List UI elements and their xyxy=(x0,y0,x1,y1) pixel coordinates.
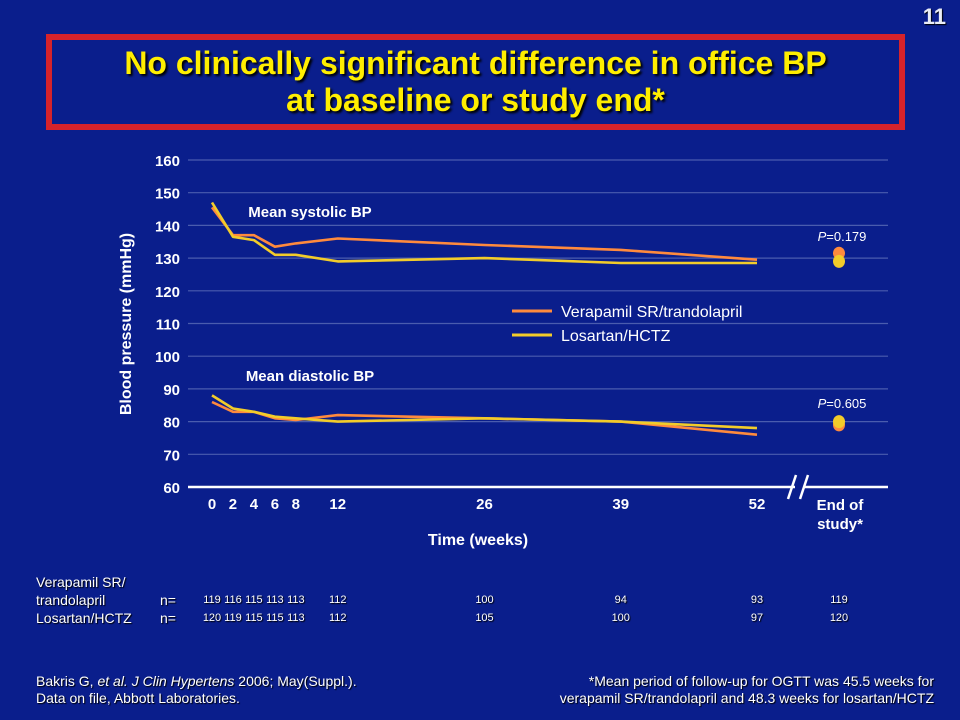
row1-n-label: n= xyxy=(160,592,176,608)
losartan-n-2: 115 xyxy=(245,612,263,624)
losartan-n-0: 120 xyxy=(202,612,222,624)
p-value-diastolic: P=0.605 xyxy=(818,396,867,411)
x-tick-26: 26 xyxy=(476,496,493,513)
citation-line-2: Data on file, Abbott Laboratories. xyxy=(36,690,240,706)
y-tick-130: 130 xyxy=(155,251,180,268)
losartan-n-4: 113 xyxy=(287,612,305,624)
y-tick-90: 90 xyxy=(163,382,180,399)
footnote-line-2: verapamil SR/trandolapril and 48.3 weeks… xyxy=(559,690,934,706)
y-tick-150: 150 xyxy=(155,186,180,203)
y-tick-140: 140 xyxy=(155,218,180,235)
verapamil-n-2: 115 xyxy=(245,594,263,606)
end-point-losartan-diastolic xyxy=(833,415,845,429)
citation-date: 2006; May(Suppl.). xyxy=(234,673,357,689)
x-tick-39: 39 xyxy=(612,496,629,513)
row2-label: Losartan/HCTZ xyxy=(36,610,132,626)
x-tick-12: 12 xyxy=(329,496,346,513)
verapamil-n-6: 100 xyxy=(475,594,494,606)
end-of-study-label-line1: End of xyxy=(817,497,865,514)
title-box: No clinically significant difference in … xyxy=(46,34,905,130)
y-tick-110: 110 xyxy=(156,317,180,334)
title-line-2: at baseline or study end* xyxy=(286,82,665,118)
y-tick-labels: 60 70 80 90 100 110 120 130 140 150 160 xyxy=(155,153,180,497)
n-table: Verapamil SR/ trandolapril n= Losartan/H… xyxy=(36,574,936,634)
legend-label-losartan: Losartan/HCTZ xyxy=(561,328,671,345)
losartan-n-6: 105 xyxy=(475,612,494,624)
y-tick-80: 80 xyxy=(163,415,180,432)
y-tick-60: 60 xyxy=(163,480,180,497)
row2-n-label: n= xyxy=(160,610,176,626)
x-tick-8: 8 xyxy=(292,496,300,513)
losartan-n-7: 100 xyxy=(611,612,630,624)
verapamil-n-4: 113 xyxy=(287,594,305,606)
y-tick-160: 160 xyxy=(155,153,180,170)
citation-line-1: Bakris G, et al. J Clin Hypertens 2006; … xyxy=(36,673,357,690)
losartan-n-3: 115 xyxy=(266,612,284,624)
diastolic-label: Mean diastolic BP xyxy=(246,368,374,385)
row1-label-line1: Verapamil SR/ xyxy=(36,574,126,590)
x-tick-2: 2 xyxy=(229,496,237,513)
citation: Bakris G, et al. J Clin Hypertens 2006; … xyxy=(36,673,357,707)
verapamil-n-3: 113 xyxy=(266,594,284,606)
verapamil-n-5: 112 xyxy=(328,594,347,606)
x-tick-4: 4 xyxy=(250,496,259,513)
end-point-losartan-systolic xyxy=(833,254,845,268)
verapamil-n-1: 116 xyxy=(224,594,242,606)
axis-break-mark-1 xyxy=(786,474,798,500)
x-axis xyxy=(188,474,888,500)
verapamil-n-9: 119 xyxy=(830,594,848,606)
verapamil-n-7: 94 xyxy=(614,594,627,606)
losartan-n-8: 97 xyxy=(750,612,764,624)
axis-break-mark-2 xyxy=(798,474,810,500)
p-value-systolic: P=0.179 xyxy=(818,229,867,244)
systolic-label: Mean systolic BP xyxy=(248,204,371,221)
slide-number: 11 xyxy=(922,4,946,29)
end-of-study-points xyxy=(833,246,845,432)
x-tick-6: 6 xyxy=(271,496,279,513)
x-tick-labels: 0 2 4 6 8 12 26 39 52 xyxy=(208,496,766,513)
losartan-n-1: 119 xyxy=(224,612,242,624)
x-tick-52: 52 xyxy=(749,496,766,513)
grid-lines xyxy=(188,159,888,455)
series-lines xyxy=(210,201,758,436)
legend: Verapamil SR/trandolapril Losartan/HCTZ xyxy=(512,304,742,345)
legend-label-verapamil: Verapamil SR/trandolapril xyxy=(561,304,742,321)
x-axis-label: Time (weeks) xyxy=(428,532,528,549)
series-line-losartan-diastolic xyxy=(211,394,758,430)
verapamil-n-0: 119 xyxy=(203,594,221,606)
y-tick-70: 70 xyxy=(163,447,180,464)
title-line-1: No clinically significant difference in … xyxy=(124,45,827,81)
citation-journal: et al. J Clin Hypertens xyxy=(97,673,235,689)
series-line-losartan-systolic xyxy=(210,201,757,265)
losartan-n-5: 112 xyxy=(328,612,347,624)
footnote-line-1: *Mean period of follow-up for OGTT was 4… xyxy=(588,673,934,689)
citation-author: Bakris G, xyxy=(36,673,98,689)
x-tick-0: 0 xyxy=(208,496,216,513)
y-tick-100: 100 xyxy=(155,349,180,366)
losartan-n-9: 120 xyxy=(829,612,849,624)
y-axis-label: Blood pressure (mmHg) xyxy=(118,233,135,415)
footnote: *Mean period of follow-up for OGTT was 4… xyxy=(560,673,934,707)
row1-label-line2: trandolapril xyxy=(36,592,106,608)
end-of-study-label-line2: study* xyxy=(817,516,863,533)
series-line-verapamil-systolic xyxy=(210,206,758,261)
verapamil-n-8: 93 xyxy=(750,594,764,606)
y-tick-120: 120 xyxy=(155,284,180,301)
